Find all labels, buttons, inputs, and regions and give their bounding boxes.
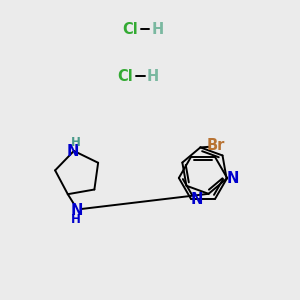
- Text: Cl: Cl: [118, 69, 134, 84]
- Text: N: N: [67, 144, 80, 159]
- Text: Cl: Cl: [122, 22, 138, 37]
- Text: H: H: [71, 213, 81, 226]
- Text: H: H: [151, 22, 164, 37]
- Text: N: N: [70, 203, 83, 218]
- Text: Br: Br: [206, 138, 225, 153]
- Bar: [165, 135, 238, 224]
- Text: H: H: [147, 69, 159, 84]
- Text: N: N: [227, 171, 239, 186]
- Text: N: N: [190, 192, 203, 207]
- Text: H: H: [71, 136, 81, 149]
